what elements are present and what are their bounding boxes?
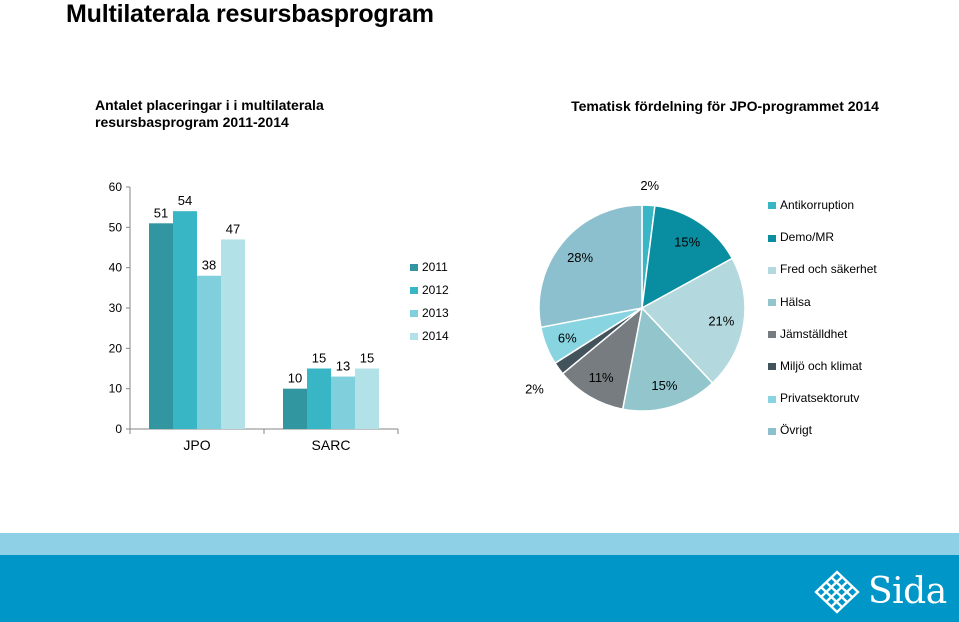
pie-slice-1 [641, 204, 734, 310]
footer-band-dark [0, 555, 959, 622]
y-tick-label: 0 [115, 422, 122, 436]
pie-legend-item: Hälsa [768, 295, 811, 309]
legend-label: 2014 [422, 329, 449, 343]
slide-title: Multilaterala resursbasprogram [66, 0, 434, 28]
bar-legend-item: 2014 [410, 329, 449, 343]
pie-slice-3 [621, 306, 714, 412]
legend-swatch [768, 395, 776, 403]
bar-data-label: 10 [288, 371, 302, 386]
pie-data-label: 28% [567, 250, 593, 265]
bar-2011-SARC [283, 388, 307, 429]
pie-data-label: 15% [651, 378, 677, 393]
legend-label: Övrigt [780, 423, 813, 438]
pie-data-label: 21% [708, 314, 734, 329]
pie-data-label: 15% [674, 235, 700, 250]
bar-2014-SARC [355, 368, 379, 429]
pie-data-label: 11% [589, 370, 614, 385]
legend-label: Hälsa [780, 294, 811, 309]
x-category-label: JPO [183, 437, 210, 453]
pie-legend-item: Miljö och klimat [768, 359, 862, 373]
footer-band-light [0, 533, 959, 555]
legend-swatch [768, 363, 776, 371]
bar-2013-SARC [331, 376, 355, 429]
pie-slice-7 [538, 204, 643, 329]
pie-legend-item: Antikorruption [768, 198, 854, 212]
legend-swatch [410, 333, 418, 341]
bar-2012-JPO [173, 211, 197, 429]
sida-logo-mark [814, 570, 860, 614]
bar-legend-item: 2013 [410, 306, 449, 320]
bar-data-label: 38 [202, 258, 216, 273]
legend-swatch [768, 331, 776, 339]
y-tick-label: 20 [109, 341, 123, 355]
pie-legend-item: Jämställdhet [768, 327, 847, 341]
legend-label: 2013 [422, 306, 449, 320]
pie-data-label: 2% [640, 178, 659, 193]
pie-chart: 2% 15% 21% 15% 11% 2% 6% 28% [525, 178, 746, 412]
pie-legend-item: Privatsektorutv [768, 391, 859, 405]
y-tick-label: 60 [109, 180, 123, 194]
legend-swatch [410, 287, 418, 295]
y-tick-label: 40 [109, 261, 123, 275]
legend-label: Fred och säkerhet [780, 262, 877, 277]
legend-label: 2011 [422, 260, 448, 274]
bar-2014-JPO [221, 239, 245, 429]
pie-slice-2 [640, 257, 746, 385]
legend-swatch [768, 427, 776, 435]
legend-swatch [768, 298, 776, 306]
bar-2013-JPO [197, 275, 221, 429]
pie-legend-item: Demo/MR [768, 230, 834, 244]
bar-data-label: 15 [360, 351, 374, 366]
sida-logo-text: Sida [868, 571, 947, 612]
legend-swatch [410, 310, 418, 318]
pie-chart-title: Tematisk fördelning för JPO-programmet 2… [571, 98, 879, 114]
bar-data-label: 13 [336, 359, 350, 374]
legend-label: Miljö och klimat [780, 359, 863, 373]
bar-data-label: 47 [226, 221, 240, 236]
bar-data-label: 51 [154, 205, 168, 220]
pie-data-label: 6% [558, 331, 577, 346]
legend-label: Demo/MR [780, 230, 835, 245]
bar-chart: 0 10 20 30 40 50 60 51 54 38 47 JPO 10 15 13 15 SARC [109, 180, 399, 453]
legend-label: Antikorruption [780, 198, 855, 212]
pie-slice-4 [561, 306, 644, 411]
legend-swatch [768, 266, 776, 274]
legend-label: Jämställdhet [780, 326, 848, 341]
bar-chart-title: Antalet placeringar i i multilaterala re… [95, 97, 324, 130]
y-tick-label: 50 [109, 220, 123, 234]
legend-swatch [768, 202, 776, 210]
legend-swatch [410, 264, 418, 272]
legend-swatch [768, 234, 776, 242]
bar-legend-item: 2012 [410, 283, 449, 297]
bar-data-label: 54 [178, 193, 192, 208]
y-tick-label: 10 [109, 382, 123, 396]
pie-legend-item: Övrigt [768, 423, 812, 437]
bar-legend-item: 2011 [410, 260, 448, 274]
bar-2012-SARC [307, 368, 331, 429]
y-tick-label: 30 [109, 301, 123, 315]
bar-data-label: 15 [312, 351, 326, 366]
legend-label: Privatsektorutv [780, 391, 860, 406]
pie-data-label: 2% [525, 381, 544, 396]
x-category-label: SARC [312, 437, 351, 453]
legend-label: 2012 [422, 283, 449, 297]
bar-2011-JPO [149, 223, 173, 429]
pie-legend-item: Fred och säkerhet [768, 262, 877, 276]
